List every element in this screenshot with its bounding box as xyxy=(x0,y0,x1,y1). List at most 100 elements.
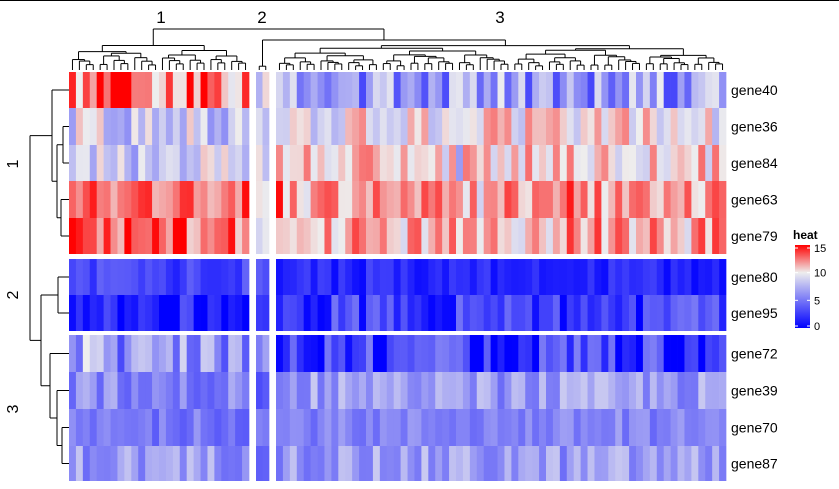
heatmap-cell xyxy=(145,181,153,218)
heatmap-cell xyxy=(228,181,236,218)
heatmap-cell xyxy=(289,108,298,145)
heatmap-cell xyxy=(296,295,305,331)
heatmap-cell xyxy=(235,218,243,254)
heatmap-cell xyxy=(573,409,581,446)
heatmap-cell xyxy=(552,259,561,295)
heatmap-cell xyxy=(165,295,174,331)
heatmap-cell xyxy=(691,218,699,254)
heatmap-cell xyxy=(642,335,651,372)
heatmap-cell xyxy=(497,259,505,295)
heatmap-cell xyxy=(476,108,485,145)
heatmap-cell xyxy=(490,181,498,218)
heatmap-cell xyxy=(75,295,84,331)
heatmap-cell xyxy=(400,108,408,145)
heatmap-cell xyxy=(228,108,236,145)
heatmap-cell xyxy=(663,446,671,481)
heatmap-cell xyxy=(200,409,208,446)
heatmap-cell xyxy=(138,446,146,481)
heatmap-cell xyxy=(242,409,250,446)
heatmap-cell xyxy=(539,181,547,218)
heatmap-cell xyxy=(159,295,167,331)
heatmap-cell xyxy=(207,409,215,446)
heatmap-cell xyxy=(372,218,381,254)
heatmap-cell xyxy=(145,145,153,181)
heatmap-cell xyxy=(393,145,401,181)
heatmap-cell xyxy=(89,108,98,145)
heatmap-cell xyxy=(200,218,208,254)
heatmap-cell xyxy=(511,145,519,181)
legend-title: heat xyxy=(793,228,818,242)
heatmap-cell xyxy=(566,218,575,254)
heatmap-cell xyxy=(69,409,77,446)
heatmap-cell xyxy=(256,108,263,145)
heatmap-cell xyxy=(110,259,118,295)
heatmap-cell xyxy=(497,372,505,409)
heatmap-cell xyxy=(435,72,443,108)
heatmap-cell xyxy=(656,72,665,108)
heatmap-cell xyxy=(193,181,201,218)
heatmap-cell xyxy=(532,72,540,108)
heatmap-cell xyxy=(573,181,581,218)
heatmap-cell xyxy=(138,218,146,254)
heatmap-cell xyxy=(677,409,685,446)
heatmap-cell xyxy=(518,108,526,145)
heatmap-cell xyxy=(532,335,540,372)
heatmap-cell xyxy=(435,145,443,181)
heatmap-cell xyxy=(214,259,222,295)
heatmap-cell xyxy=(712,259,720,295)
heatmap-cell xyxy=(552,372,561,409)
heatmap-cell xyxy=(179,145,188,181)
heatmap-cell xyxy=(303,295,311,331)
heatmap-cell xyxy=(615,295,623,331)
heatmap-cell xyxy=(282,145,291,181)
heatmap-cell xyxy=(456,72,464,108)
heatmap-cell xyxy=(594,295,602,331)
heatmap-cell xyxy=(366,372,374,409)
heatmap-cell xyxy=(539,335,547,372)
heatmap-cell xyxy=(89,409,98,446)
heatmap-cell xyxy=(594,218,602,254)
heatmap-cell xyxy=(670,295,678,331)
heatmap-cell xyxy=(152,295,160,331)
heatmap-cell xyxy=(608,218,616,254)
heatmap-cell xyxy=(622,108,630,145)
legend-tick-label: 0 xyxy=(814,321,820,333)
heatmap-cell xyxy=(449,295,457,331)
heatmap-cell xyxy=(366,181,374,218)
heatmap-cell xyxy=(504,72,512,108)
heatmap-cell xyxy=(719,295,727,331)
heatmap-cell xyxy=(296,108,305,145)
heatmap-cell xyxy=(235,181,243,218)
heatmap-cell xyxy=(393,218,401,254)
row-split-label: 3 xyxy=(5,404,22,413)
heatmap-cell xyxy=(366,145,374,181)
heatmap-cell xyxy=(165,218,174,254)
heatmap-cell xyxy=(421,409,429,446)
heatmap-cell xyxy=(629,295,637,331)
heatmap-cell xyxy=(103,372,111,409)
heatmap-cell xyxy=(608,145,616,181)
heatmap-cell xyxy=(636,72,644,108)
heatmap-cell xyxy=(691,108,699,145)
heatmap-cell xyxy=(663,372,671,409)
heatmap-cell xyxy=(698,446,706,481)
heatmap-cell xyxy=(214,295,222,331)
heatmap-cell xyxy=(629,72,637,108)
heatmap-cell xyxy=(172,335,181,372)
heatmap-cell xyxy=(677,372,685,409)
heatmap-cell xyxy=(559,446,568,481)
heatmap-cell xyxy=(601,108,609,145)
heatmap-cell xyxy=(719,335,727,372)
heatmap-cell xyxy=(296,446,305,481)
heatmap-cell xyxy=(712,145,720,181)
heatmap-cell xyxy=(580,372,588,409)
heatmap-cell xyxy=(372,295,381,331)
heatmap-cell xyxy=(580,108,588,145)
heatmap-cell xyxy=(366,409,374,446)
heatmap-cell xyxy=(179,72,188,108)
heatmap-cell xyxy=(670,335,678,372)
heatmap-cell xyxy=(712,181,720,218)
heatmap-cell xyxy=(462,335,471,372)
heatmap-cell xyxy=(442,145,450,181)
